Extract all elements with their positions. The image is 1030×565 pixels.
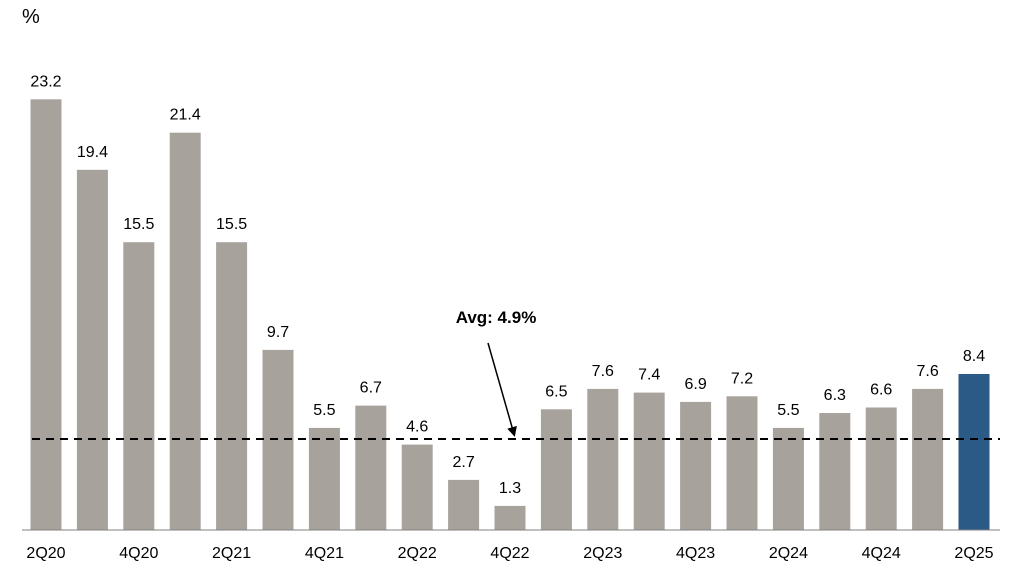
bar-1Q25: [912, 388, 944, 530]
value-label-2Q21: 15.5: [216, 216, 247, 233]
x-tick-label-2Q23: 2Q23: [583, 545, 622, 562]
value-label-3Q23: 7.4: [638, 367, 660, 384]
bar-4Q22: [494, 505, 526, 530]
average-annotation-arrow: [487, 342, 517, 437]
x-tick-label-2Q21: 2Q21: [212, 545, 251, 562]
x-tick-label-4Q22: 4Q22: [490, 545, 529, 562]
bar-2Q25: [958, 374, 990, 530]
x-tick-labels-group: 2Q20 4Q20 2Q21 4Q21 2Q22 4Q22 2Q23 4Q23 2Q24 4Q24…: [26, 545, 993, 562]
value-label-1Q21: 21.4: [170, 107, 201, 124]
value-label-4Q22: 1.3: [499, 480, 521, 497]
value-label-3Q24: 6.3: [824, 387, 846, 404]
bar-2Q20: [30, 99, 62, 531]
average-annotation-label: Avg: 4.9%: [456, 308, 537, 327]
bars-group: [30, 99, 990, 531]
x-tick-label-4Q23: 4Q23: [676, 545, 715, 562]
value-label-2Q22: 4.6: [406, 419, 428, 436]
bar-2Q22: [401, 444, 433, 530]
value-label-2Q20: 23.2: [30, 73, 61, 90]
x-tick-label-2Q25: 2Q25: [954, 545, 993, 562]
value-label-2Q25: 8.4: [963, 348, 985, 365]
value-label-3Q20: 19.4: [77, 144, 108, 161]
value-label-4Q23: 6.9: [684, 376, 706, 393]
value-label-3Q21: 9.7: [267, 324, 289, 341]
x-tick-label-4Q21: 4Q21: [305, 545, 344, 562]
value-label-3Q22: 2.7: [452, 454, 474, 471]
y-unit-label: %: [22, 6, 40, 28]
x-tick-label-4Q24: 4Q24: [862, 545, 901, 562]
bar-4Q23: [680, 401, 712, 530]
value-label-1Q24: 7.2: [731, 370, 753, 387]
x-tick-label-4Q20: 4Q20: [119, 545, 158, 562]
value-label-4Q24: 6.6: [870, 382, 892, 399]
bar-4Q21: [308, 427, 340, 530]
bar-4Q20: [123, 242, 155, 530]
value-labels-group: 23.2 19.4 15.5 21.4 15.5 9.7 5.5 6.7 4.6 2.7 1.3 6.…: [30, 73, 985, 497]
x-tick-label-2Q22: 2Q22: [398, 545, 437, 562]
bar-2Q23: [587, 388, 619, 530]
value-label-1Q22: 6.7: [360, 380, 382, 397]
value-label-4Q20: 15.5: [123, 216, 154, 233]
bar-1Q21: [169, 132, 201, 530]
bar-1Q23: [540, 409, 572, 530]
x-tick-label-2Q24: 2Q24: [769, 545, 808, 562]
bar-4Q24: [865, 407, 897, 530]
bar-1Q24: [726, 396, 758, 530]
value-label-1Q25: 7.6: [916, 363, 938, 380]
value-label-2Q23: 7.6: [592, 363, 614, 380]
bar-3Q24: [819, 413, 851, 530]
bar-3Q22: [448, 479, 480, 530]
value-label-2Q24: 5.5: [777, 402, 799, 419]
bar-3Q23: [633, 392, 665, 530]
bar-3Q20: [76, 169, 108, 531]
value-label-4Q21: 5.5: [313, 402, 335, 419]
bar-2Q24: [772, 427, 804, 530]
x-tick-label-2Q20: 2Q20: [26, 545, 65, 562]
bar-2Q21: [216, 242, 248, 530]
value-label-1Q23: 6.5: [545, 383, 567, 400]
bar-1Q22: [355, 405, 387, 530]
